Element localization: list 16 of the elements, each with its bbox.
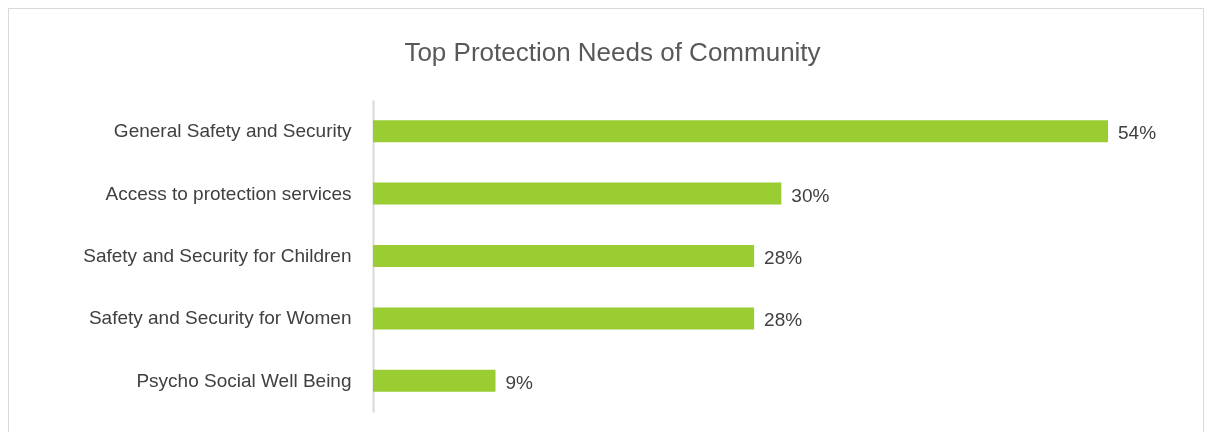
bar bbox=[373, 182, 782, 205]
bar bbox=[373, 120, 1108, 143]
data-label: 54% bbox=[1118, 122, 1157, 144]
bar bbox=[373, 369, 496, 392]
y-tick-label: Psycho Social Well Being bbox=[136, 369, 352, 391]
data-label: 30% bbox=[791, 184, 830, 206]
bar bbox=[373, 245, 755, 267]
data-label: 28% bbox=[764, 309, 803, 331]
data-label: 9% bbox=[505, 371, 534, 393]
y-tick-label: General Safety and Security bbox=[113, 120, 352, 142]
data-label: 28% bbox=[764, 247, 803, 268]
y-tick-label: Safety and Security for Women bbox=[88, 307, 352, 329]
chart-title: Top Protection Needs of Community bbox=[404, 37, 821, 67]
y-tick-label: Safety and Security for Children bbox=[83, 245, 352, 266]
bar bbox=[373, 307, 755, 330]
y-tick-label: Access to protection services bbox=[105, 182, 352, 204]
